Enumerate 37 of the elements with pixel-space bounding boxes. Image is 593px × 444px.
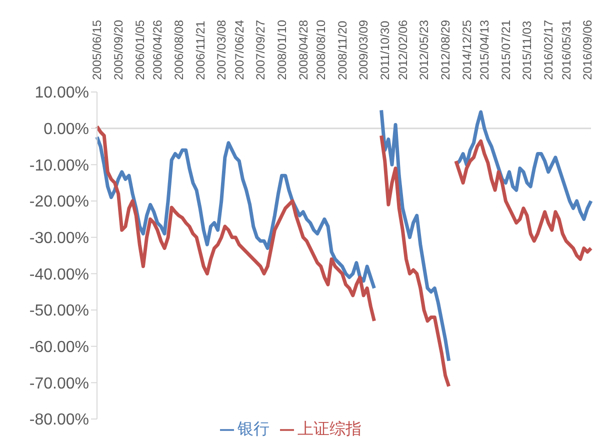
- x-tick-label: 2006/11/21: [193, 20, 208, 80]
- x-tick-label: 2006/08/08: [172, 20, 186, 80]
- y-tick-label: -60.00%: [29, 339, 89, 356]
- x-tick-label: 2016/05/31: [559, 20, 574, 80]
- x-tick-label: 2008/08/10: [314, 20, 328, 80]
- x-tick-label: 2015/04/13: [478, 20, 492, 80]
- x-tick-label: 2011/10/30: [378, 20, 392, 80]
- x-tick-label: 2012/08/29: [438, 20, 452, 80]
- x-tick-label: 2009/03/09: [356, 20, 371, 80]
- y-tick-label: -80.00%: [29, 412, 89, 429]
- y-tick-label: -50.00%: [29, 302, 89, 320]
- x-tick-label: 2016/02/17: [542, 20, 556, 80]
- y-tick-label: -10.00%: [29, 157, 89, 174]
- legend-label: 银行: [238, 421, 270, 438]
- x-tick-label: 2012/05/23: [417, 20, 432, 80]
- y-tick-label: -20.00%: [29, 194, 89, 211]
- x-tick-label: 2007/09/27: [254, 20, 268, 80]
- x-tick-label: 2007/06/24: [232, 20, 246, 80]
- legend-label: 上证综指: [298, 421, 362, 438]
- y-tick-label: -70.00%: [29, 375, 89, 392]
- x-tick-label: 2005/09/20: [112, 20, 126, 80]
- x-tick-label: 2008/04/28: [296, 20, 310, 80]
- y-tick-label: 10.00%: [34, 84, 89, 102]
- x-tick-label: 2015/07/21: [498, 20, 513, 80]
- x-tick-label: 2008/11/20: [335, 20, 350, 80]
- x-tick-label: 2015/11/03: [520, 20, 534, 80]
- y-tick-label: -40.00%: [29, 266, 89, 284]
- x-tick-label: 2008/01/10: [275, 20, 290, 80]
- y-tick-label: 0.00%: [44, 121, 89, 138]
- x-tick-label: 2016/09/06: [580, 20, 593, 80]
- x-tick-label: 2014/12/25: [460, 20, 474, 80]
- y-tick-label: -30.00%: [29, 230, 89, 248]
- x-tick-label: 2012/02/06: [396, 20, 410, 80]
- x-tick-label: 2005/06/15: [90, 20, 104, 80]
- x-tick-label: 2006/01/05: [132, 20, 147, 80]
- x-tick-label: 2007/03/08: [214, 20, 229, 80]
- x-tick-label: 2006/04/26: [150, 20, 165, 80]
